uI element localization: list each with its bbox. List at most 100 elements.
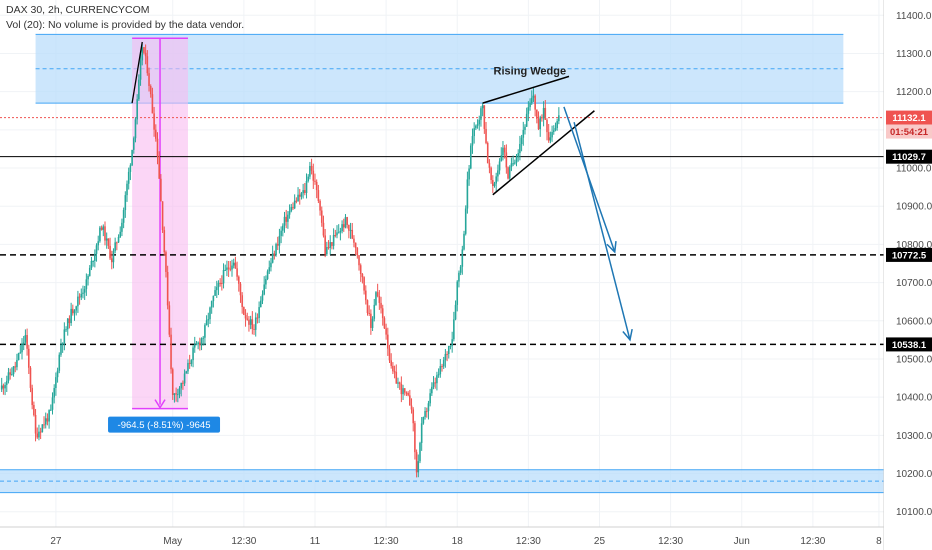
candle-body: [453, 319, 455, 339]
candle-body: [412, 409, 414, 423]
candle-body: [82, 293, 84, 294]
candle-body: [152, 94, 154, 113]
candle-body: [25, 335, 27, 342]
candle-body: [55, 377, 57, 388]
candle-body: [140, 60, 142, 79]
candle-body: [462, 249, 464, 266]
x-tick-label: 12:30: [374, 536, 399, 547]
candle-body: [23, 342, 25, 343]
candle-body: [101, 228, 103, 230]
candle-body: [282, 226, 284, 231]
candle-body: [472, 136, 474, 145]
candle-body: [69, 319, 71, 324]
candle-body: [511, 163, 513, 167]
candle-body: [243, 307, 245, 315]
candle-body: [522, 130, 524, 138]
candle-body: [351, 230, 353, 239]
candle-body: [75, 306, 77, 310]
candle-body: [30, 368, 32, 388]
price-badge-label: 10538.1: [892, 340, 927, 351]
candle-body: [284, 217, 286, 226]
candle-body: [357, 248, 359, 255]
candle-body: [553, 130, 555, 132]
candle-body: [87, 276, 89, 279]
candle-body: [394, 371, 396, 372]
candle-body: [409, 395, 411, 405]
candle-body: [431, 387, 433, 393]
candle-body: [529, 104, 531, 108]
candle-body: [172, 369, 174, 395]
candle-body: [196, 344, 198, 345]
candle-body: [443, 360, 445, 366]
candle-body: [135, 119, 137, 138]
candle-body: [343, 224, 345, 227]
candle-body: [67, 319, 69, 330]
candle-body: [323, 223, 325, 236]
candle-body: [267, 271, 269, 279]
candle-body: [509, 167, 511, 178]
candle-body: [257, 318, 259, 319]
candle-body: [533, 96, 535, 98]
y-tick-label: 10700.0: [896, 278, 932, 289]
candle-body: [428, 403, 430, 411]
candle-body: [228, 268, 230, 269]
candle-body: [58, 355, 60, 371]
candle-body: [245, 315, 247, 319]
candle-body: [265, 279, 267, 284]
x-tick-label: 11: [310, 536, 321, 547]
candle-body: [35, 415, 37, 434]
candle-body: [316, 182, 318, 190]
candle-body: [345, 217, 347, 227]
candle-body: [31, 388, 33, 405]
candle-body: [192, 348, 194, 361]
candle-body: [375, 292, 377, 305]
candle-body: [252, 319, 254, 329]
candle-body: [138, 80, 140, 100]
candle-body: [202, 338, 204, 339]
price-axis[interactable]: [884, 0, 932, 550]
candle-body: [485, 129, 487, 143]
candle-body: [379, 296, 381, 303]
candle-body: [367, 300, 369, 313]
candle-body: [160, 179, 162, 202]
candle-body: [304, 190, 306, 193]
candle-body: [109, 246, 111, 259]
candle-body: [216, 287, 218, 290]
candle-body: [497, 170, 499, 176]
y-tick-label: 10400.0: [896, 393, 932, 404]
candle-body: [268, 267, 270, 271]
candle-body: [495, 176, 497, 183]
candle-body: [279, 236, 281, 246]
symbol-title: DAX 30, 2h, CURRENCYCOM: [6, 4, 150, 16]
candle-body: [275, 244, 277, 255]
candle-body: [8, 372, 10, 381]
candle-body: [465, 209, 467, 234]
candle-body: [223, 270, 225, 283]
candle-body: [33, 405, 35, 415]
candle-body: [504, 148, 506, 153]
y-tick-label: 10500.0: [896, 354, 932, 365]
candle-body: [297, 195, 299, 202]
candle-body: [119, 232, 121, 237]
candle-body: [460, 267, 462, 273]
candle-body: [84, 289, 86, 292]
candle-body: [250, 319, 252, 325]
candle-body: [294, 201, 296, 209]
candle-body: [62, 343, 64, 345]
candle-body: [333, 235, 335, 246]
candle-body: [500, 155, 502, 161]
candle-body: [270, 263, 272, 268]
candle-body: [350, 230, 352, 231]
candle-body: [514, 163, 516, 164]
candle-body: [130, 165, 132, 172]
measure-label: -964.5 (-8.51%) -9645: [118, 420, 211, 431]
candle-body: [296, 201, 298, 202]
candle-body: [14, 366, 16, 367]
candle-body: [255, 318, 257, 330]
candle-body: [18, 353, 20, 360]
x-tick-label: 27: [50, 536, 62, 547]
candle-body: [60, 345, 62, 355]
candle-body: [502, 148, 504, 156]
